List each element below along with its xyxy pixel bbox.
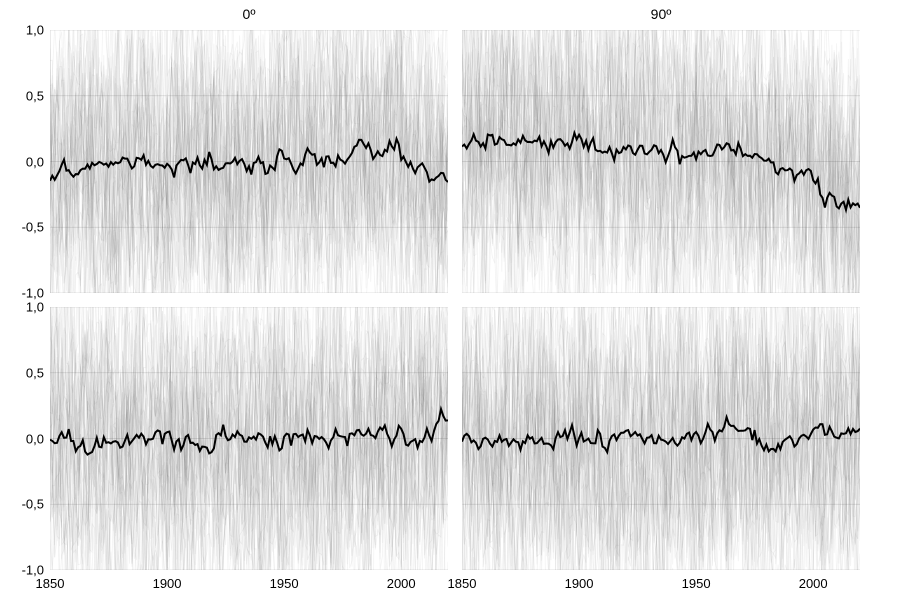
x-tick-label: 1900 <box>153 570 182 591</box>
y-tick-label: 0,0 <box>26 154 50 169</box>
y-tick-label: -0,5 <box>22 497 50 512</box>
y-tick-label: -1,0 <box>22 286 50 301</box>
y-tick-label: 0,5 <box>26 365 50 380</box>
y-tick-label: 0,0 <box>26 431 50 446</box>
x-tick-label: 1850 <box>36 570 65 591</box>
y-tick-label: 1,0 <box>26 300 50 315</box>
row-label-0: cEOF1 <box>870 140 900 184</box>
panel-cEOF1-90deg <box>462 30 860 293</box>
row-label-1: cEOF2 <box>870 417 900 461</box>
panel-cEOF1-0deg: -1,0-0,50,00,51,0 <box>50 30 448 293</box>
x-tick-label: 1850 <box>448 570 477 591</box>
x-tick-label: 1950 <box>270 570 299 591</box>
facet-grid-figure: 0º90ºcEOF1cEOF2-1,0-0,50,00,51,0-1,0-0,5… <box>0 0 900 600</box>
ensemble-lines <box>462 30 860 293</box>
panel-cEOF2-90deg: 1850190019502000 <box>462 307 860 570</box>
col-header-0: 0º <box>243 6 256 22</box>
y-tick-label: 0,5 <box>26 88 50 103</box>
y-tick-label: -0,5 <box>22 220 50 235</box>
x-tick-label: 2000 <box>799 570 828 591</box>
col-header-1: 90º <box>651 6 672 22</box>
x-tick-label: 2000 <box>387 570 416 591</box>
panel-cEOF2-0deg: -1,0-0,50,00,51,01850190019502000 <box>50 307 448 570</box>
x-tick-label: 1950 <box>682 570 711 591</box>
y-tick-label: 1,0 <box>26 23 50 38</box>
ensemble-lines <box>50 30 448 293</box>
x-tick-label: 1900 <box>565 570 594 591</box>
